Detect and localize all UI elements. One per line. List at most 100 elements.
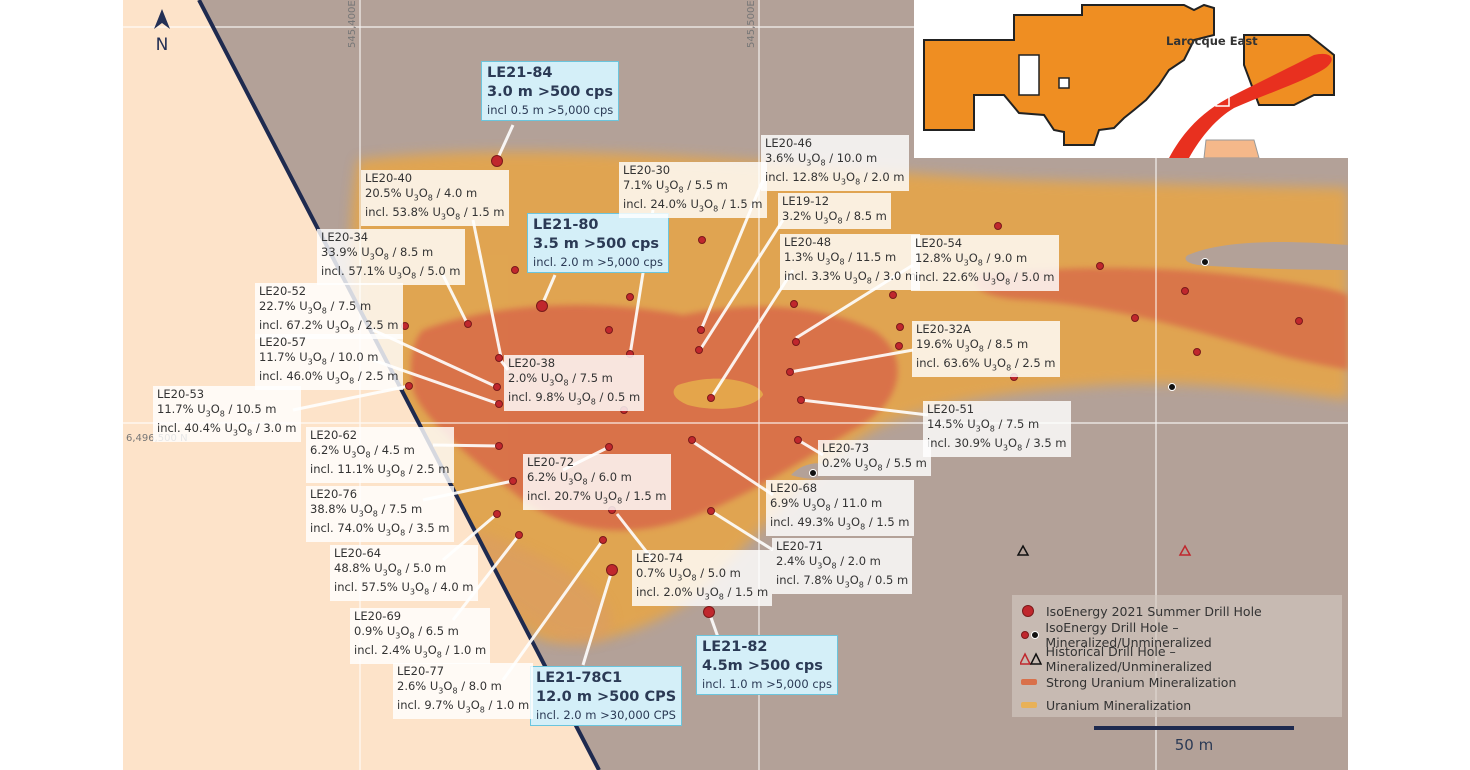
hole-id: LE20-69 (354, 609, 402, 623)
assay-interval: 7.1% U3O8 / 5.5 m (623, 178, 728, 195)
dark-orange-swatch-icon (1021, 679, 1037, 685)
highlight-LE21-80: LE21-80 3.5 m >500 cps incl. 2.0 m >5,000 … (527, 213, 669, 273)
hole-id: LE20-77 (397, 664, 445, 678)
assay-interval: 48.8% U3O8 / 5.0 m (334, 561, 447, 578)
easting-label-2: 545,500E (746, 0, 757, 48)
assay-interval: 0.7% U3O8 / 5.0 m (636, 566, 741, 583)
assay-included-interval: incl. 46.0% U3O8 / 2.5 m (259, 369, 399, 386)
north-label: N (155, 35, 169, 55)
hole-id: LE20-72 (527, 455, 575, 469)
unmineralized-holes (809, 258, 1209, 477)
highlight-LE21-78C1: LE21-78C1 12.0 m >500 CPS incl. 2.0 m >30,… (530, 666, 683, 726)
assay-included-interval: incl. 2.0% U3O8 / 1.5 m (636, 585, 769, 602)
assay-label-LE20-30: LE20-30 7.1% U3O8 / 5.5 m incl. 24.0% U3O8… (619, 162, 767, 218)
assay-label-LE20-69: LE20-69 0.9% U3O8 / 6.5 m incl. 2.4% U3O8 … (350, 608, 491, 664)
assay-label-LE20-77: LE20-77 2.6% U3O8 / 8.0 m incl. 9.7% U3O8 … (393, 663, 534, 719)
assay-label-LE20-71: LE20-71 2.4% U3O8 / 2.0 m incl. 7.8% U3O8 … (772, 538, 913, 594)
hole-id: LE20-51 (927, 402, 975, 416)
assay-included-interval: incl. 53.8% U3O8 / 1.5 m (365, 205, 505, 222)
strong-mineralization-east (975, 268, 1348, 370)
assay-included-interval: incl. 2.4% U3O8 / 1.0 m (354, 643, 487, 660)
historical-holes (1016, 544, 1192, 556)
inset-label: Larocque East (1166, 34, 1258, 48)
legend-item-strong-mineralization: Strong Uranium Mineralization (1020, 672, 1236, 692)
north-arrow-icon (154, 9, 170, 29)
assay-label-LE20-38: LE20-38 2.0% U3O8 / 7.5 m incl. 9.8% U3O8 … (504, 355, 645, 411)
highlight-LE21-82: LE21-82 4.5m >500 cps incl. 1.0 m >5,000 c… (696, 635, 838, 695)
assay-label-LE20-34: LE20-34 33.9% U3O8 / 8.5 m incl. 57.1% U3O… (317, 229, 465, 285)
assay-included-interval: incl. 24.0% U3O8 / 1.5 m (623, 197, 763, 214)
inset-property-outline (923, 3, 1215, 146)
hole-id: LE20-52 (259, 284, 307, 298)
hole-id: LE20-62 (310, 428, 358, 442)
hole-id: LE20-54 (915, 236, 963, 250)
hole-id: LE20-40 (365, 171, 413, 185)
legend-item-2021-hole: IsoEnergy 2021 Summer Drill Hole (1020, 601, 1262, 621)
assay-interval: 19.6% U3O8 / 8.5 m (916, 337, 1029, 354)
assay-included-interval: incl. 57.5% U3O8 / 4.0 m (334, 580, 474, 597)
assay-label-LE20-32A: LE20-32A 19.6% U3O8 / 8.5 m incl. 63.6% U3… (912, 321, 1060, 377)
assay-interval: 3.2% U3O8 / 8.5 m (782, 209, 887, 226)
assay-interval: 12.8% U3O8 / 9.0 m (915, 251, 1028, 268)
legend-item-drill-hole: IsoEnergy Drill Hole – Mineralized/Unmin… (1020, 620, 1342, 650)
easting-label-1: 545,400E (347, 0, 358, 48)
hole-id: LE20-74 (636, 551, 684, 565)
assay-interval: 11.7% U3O8 / 10.0 m (259, 350, 379, 367)
assay-label-LE20-53: LE20-53 11.7% U3O8 / 10.5 m incl. 40.4% U3… (153, 386, 301, 442)
assay-included-interval: incl. 40.4% U3O8 / 3.0 m (157, 421, 297, 438)
legend: IsoEnergy 2021 Summer Drill Hole IsoEner… (1012, 595, 1342, 717)
large-red-circle-icon (1022, 605, 1034, 617)
light-orange-swatch-icon (1021, 702, 1037, 708)
assay-interval: 38.8% U3O8 / 7.5 m (310, 502, 423, 519)
assay-interval: 6.9% U3O8 / 11.0 m (770, 496, 883, 513)
assay-label-LE20-52: LE20-52 22.7% U3O8 / 7.5 m incl. 67.2% U3O… (255, 283, 403, 339)
assay-label-LE20-73: LE20-73 0.2% U3O8 / 5.5 m (818, 440, 931, 477)
red-black-triangles-icon (1020, 652, 1042, 665)
north-arrow: N (150, 8, 174, 54)
assay-interval: 1.3% U3O8 / 11.5 m (784, 250, 897, 267)
hole-id: LE20-32A (916, 322, 971, 336)
assay-label-LE20-74: LE20-74 0.7% U3O8 / 5.0 m incl. 2.0% U3O8 … (632, 550, 773, 606)
assay-label-LE20-57: LE20-57 11.7% U3O8 / 10.0 m incl. 46.0% U3… (255, 334, 403, 390)
assay-included-interval: incl. 3.3% U3O8 / 3.0 m (784, 269, 917, 286)
hole-id: LE20-53 (157, 387, 205, 401)
hole-id: LE20-68 (770, 481, 818, 495)
scale-bar: 50 m (1094, 726, 1294, 754)
drill-holes (401, 155, 1303, 618)
assay-label-LE20-46: LE20-46 3.6% U3O8 / 10.0 m incl. 12.8% U3O… (761, 135, 909, 191)
hole-id: LE20-48 (784, 235, 832, 249)
assay-included-interval: incl. 49.3% U3O8 / 1.5 m (770, 515, 910, 532)
assay-interval: 6.2% U3O8 / 4.5 m (310, 443, 415, 460)
assay-interval: 2.6% U3O8 / 8.0 m (397, 679, 502, 696)
assay-label-LE20-54: LE20-54 12.8% U3O8 / 9.0 m incl. 22.6% U3O… (911, 235, 1059, 291)
hole-id: LE20-34 (321, 230, 369, 244)
assay-included-interval: incl. 63.6% U3O8 / 2.5 m (916, 356, 1056, 373)
assay-label-LE20-40: LE20-40 20.5% U3O8 / 4.0 m incl. 53.8% U3O… (361, 170, 509, 226)
hole-id: LE20-71 (776, 539, 824, 553)
assay-included-interval: incl. 22.6% U3O8 / 5.0 m (915, 270, 1055, 287)
assay-label-LE20-62: LE20-62 6.2% U3O8 / 4.5 m incl. 11.1% U3O8… (306, 427, 454, 483)
inset-trend (1169, 53, 1332, 158)
assay-interval: 33.9% U3O8 / 8.5 m (321, 245, 434, 262)
assay-interval: 22.7% U3O8 / 7.5 m (259, 299, 372, 316)
assay-interval: 20.5% U3O8 / 4.0 m (365, 186, 478, 203)
assay-interval: 3.6% U3O8 / 10.0 m (765, 151, 878, 168)
assay-included-interval: incl. 11.1% U3O8 / 2.5 m (310, 462, 450, 479)
hole-id: LE20-38 (508, 356, 556, 370)
assay-label-LE20-76: LE20-76 38.8% U3O8 / 7.5 m incl. 74.0% U3O… (306, 486, 454, 542)
highlight-LE21-84: LE21-84 3.0 m >500 cps incl 0.5 m >5,000 c… (481, 61, 620, 121)
assay-label-LE19-12: LE19-12 3.2% U3O8 / 8.5 m (778, 193, 891, 230)
red-black-dots-icon (1021, 631, 1039, 639)
assay-included-interval: incl. 20.7% U3O8 / 1.5 m (527, 489, 667, 506)
hole-id: LE20-73 (822, 441, 870, 455)
assay-label-LE20-51: LE20-51 14.5% U3O8 / 7.5 m incl. 30.9% U3O… (923, 401, 1071, 457)
assay-included-interval: incl. 9.8% U3O8 / 0.5 m (508, 390, 641, 407)
assay-interval: 0.2% U3O8 / 5.5 m (822, 456, 927, 473)
hole-id: LE20-46 (765, 136, 813, 150)
assay-included-interval: incl. 57.1% U3O8 / 5.0 m (321, 264, 461, 281)
assay-interval: 2.0% U3O8 / 7.5 m (508, 371, 613, 388)
assay-included-interval: incl. 67.2% U3O8 / 2.5 m (259, 318, 399, 335)
unmineralized-pocket-west (673, 378, 763, 409)
assay-included-interval: incl. 30.9% U3O8 / 3.5 m (927, 436, 1067, 453)
hole-id: LE20-76 (310, 487, 358, 501)
